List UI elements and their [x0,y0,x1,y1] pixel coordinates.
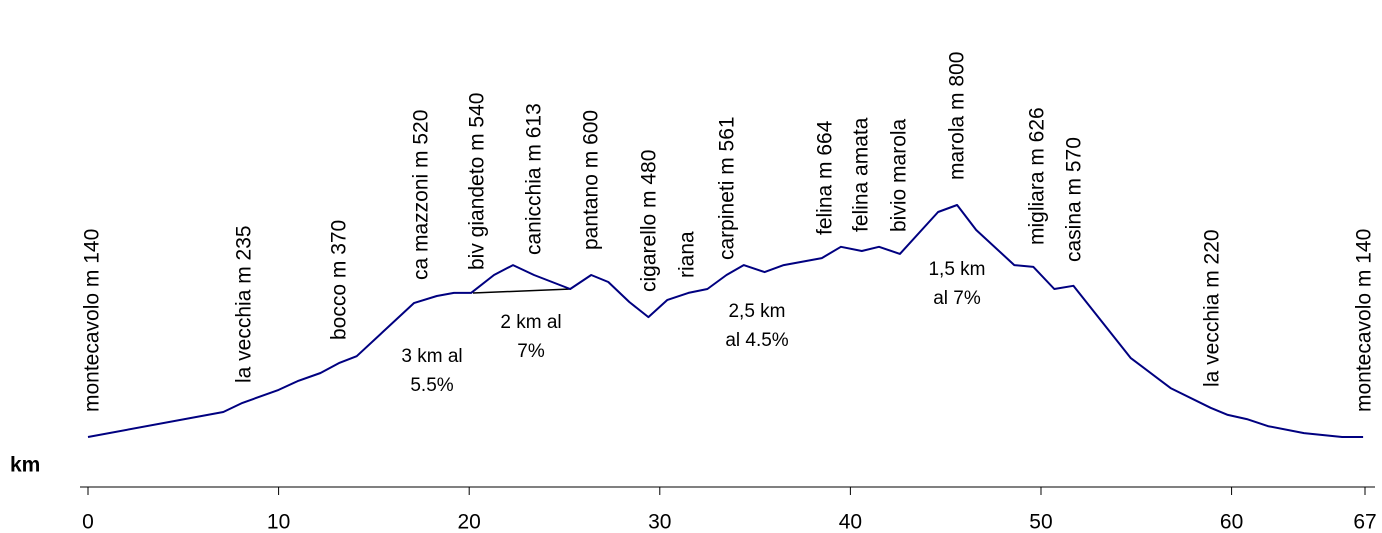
place-label: cigarello m 480 [638,150,661,292]
x-tick-label: 20 [458,511,481,533]
slope-label: 1,5 km [928,259,985,280]
place-label: pantano m 600 [580,110,603,250]
slope-label: al 7% [933,288,981,309]
slope-label: 3 km al [401,346,462,367]
place-label: carpineti m 561 [716,116,739,260]
place-label: la vecchia m 235 [233,225,256,383]
place-label: montecavolo m 140 [1353,229,1376,412]
place-label: marola m 800 [946,52,969,180]
place-label: riana [676,231,699,278]
place-label: felina m 664 [814,120,837,235]
elevation-line [87,204,1364,438]
x-tick-label: 30 [648,511,671,533]
x-tick-label: 0 [82,511,94,533]
place-label: bivio marola [888,118,911,232]
place-label: migliara m 626 [1026,107,1049,245]
place-label: felina amata [850,117,873,232]
place-label: la vecchia m 220 [1201,229,1224,387]
slope-label: 7% [517,341,545,362]
slope-label: al 4.5% [725,330,788,351]
slope-label: 5.5% [410,375,453,396]
x-tick-label: 67 [1353,511,1376,533]
x-tick-label: 10 [267,511,290,533]
x-tick-label: 60 [1220,511,1243,533]
x-tick-label: 40 [839,511,862,533]
place-label: casina m 570 [1063,137,1086,262]
slope-label: 2 km al [500,312,561,333]
place-label: bocco m 370 [328,220,351,340]
x-axis-label: km [10,454,40,477]
place-label: montecavolo m 140 [81,229,104,412]
slope-label: 2,5 km [728,301,785,322]
x-tick-label: 50 [1029,511,1052,533]
place-label: canicchia m 613 [523,103,546,255]
place-label: ca mazzoni m 520 [410,110,433,280]
slope-labels: 3 km al 5.5% 2 km al 7% 2,5 km al 4.5% 1… [401,259,985,396]
place-label: biv giandeto m 540 [466,93,489,270]
slope-chord [472,288,572,294]
annotations: montecavolo m 140 la vecchia m 235 bocco… [81,52,1376,412]
